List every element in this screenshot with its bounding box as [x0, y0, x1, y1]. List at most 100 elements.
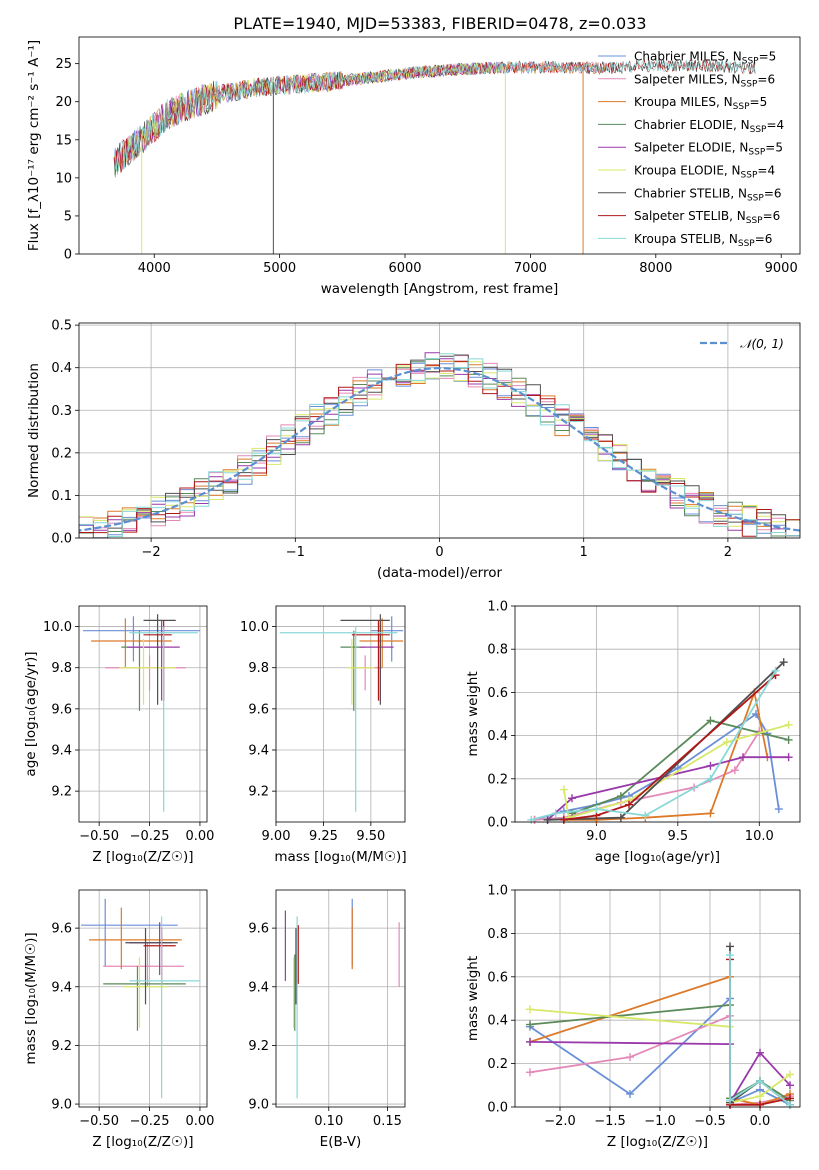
weight-point-marker	[626, 1089, 634, 1098]
weight-point-marker	[739, 753, 747, 762]
spectrum-line	[113, 59, 756, 172]
x-tick-label: −2	[142, 545, 161, 560]
y-tick-label: 10	[55, 171, 72, 186]
x-axis-label: age [log₁₀(age/yr)]	[595, 849, 720, 865]
weight-point-marker	[786, 1070, 794, 1079]
histogram-step	[79, 353, 800, 538]
y-axis-label: mass weight	[465, 671, 481, 756]
weight-point-marker	[526, 1005, 534, 1014]
y-tick-label: 0.4	[487, 1014, 508, 1029]
axes-frame	[514, 889, 801, 1108]
y-tick-label: 9.8	[248, 661, 269, 676]
weight-point-marker	[756, 1048, 764, 1057]
weight-point-marker	[564, 813, 573, 822]
y-tick-label: 0.6	[487, 686, 508, 701]
y-tick-label: 20	[55, 95, 72, 110]
weight-point-marker	[706, 761, 715, 770]
y-tick-label: 0.3	[51, 404, 72, 419]
y-tick-label: 0.8	[487, 643, 508, 658]
weight-point-marker	[722, 738, 731, 747]
x-tick-label: 10.0	[745, 829, 774, 844]
y-tick-label: 9.0	[248, 1098, 269, 1113]
x-tick-label: 0.00	[185, 1114, 214, 1129]
y-tick-label: 9.2	[51, 785, 72, 800]
x-tick-label: 9.5	[668, 829, 689, 844]
axes-frame	[514, 605, 801, 823]
x-tick-label: 8000	[639, 261, 672, 276]
weight-series-line	[563, 674, 777, 821]
weight-point-marker	[730, 766, 739, 775]
weight-point-marker	[641, 811, 650, 820]
x-axis-label: mass [log₁₀(M/M☉)]	[274, 849, 406, 865]
weight-point-marker	[756, 1092, 764, 1101]
weight-point-marker	[706, 774, 715, 783]
x-tick-label: 9.0	[586, 829, 607, 844]
y-axis-label: age [log₁₀(age/yr)]	[23, 651, 39, 776]
weight-point-marker	[726, 942, 734, 951]
x-tick-label: 0.0	[750, 1114, 771, 1129]
x-axis-label: Z [log₁₀(Z/Z☉)]	[92, 849, 193, 865]
x-tick-label: 0.15	[373, 1114, 402, 1129]
panel-age-vs-mass: 9.00 9.25 9.50 9.2 9.4 9.6 9.8 10.0 mass [log₁₀(…	[240, 605, 407, 865]
y-tick-label: 9.4	[248, 980, 269, 995]
x-tick-label: 0.10	[314, 1114, 343, 1129]
legend-entry: Salpeter MILES, NSSP=6	[634, 72, 775, 89]
weight-point-marker	[625, 800, 633, 809]
y-tick-label: 9.6	[248, 922, 269, 937]
y-axis-label: Normed distribution	[26, 363, 42, 498]
y-axis-label: mass [log₁₀(M/M☉)]	[23, 932, 39, 1064]
axes-frame	[78, 889, 208, 1108]
y-tick-label: 9.6	[248, 702, 269, 717]
weight-point-marker	[779, 658, 788, 667]
legend-entry: Kroupa MILES, NSSP=5	[634, 95, 767, 112]
weight-series-line	[571, 719, 789, 815]
y-tick-label: 9.4	[51, 744, 72, 759]
axes-frame	[78, 605, 208, 823]
x-tick-label: −0.50	[79, 829, 119, 844]
weight-point-marker	[543, 815, 552, 824]
x-tick-label: 9.00	[262, 829, 291, 844]
x-tick-label: 4000	[138, 261, 171, 276]
y-tick-label: 0.8	[487, 927, 508, 942]
x-axis-label: Z [log₁₀(Z/Z☉)]	[92, 1134, 193, 1150]
y-tick-label: 0	[64, 248, 72, 263]
legend-entry: 𝒩(0, 1)	[740, 337, 784, 351]
weight-point-marker	[756, 1076, 764, 1085]
weight-point-marker	[568, 794, 576, 803]
x-tick-label: 9000	[765, 261, 798, 276]
weight-point-marker	[527, 815, 536, 824]
weight-point-marker	[559, 815, 568, 824]
weight-point-marker	[559, 785, 568, 794]
y-tick-label: 0.2	[487, 1057, 508, 1072]
y-tick-label: 9.2	[51, 1039, 72, 1054]
legend-entry: Kroupa STELIB, NSSP=6	[634, 232, 772, 249]
x-axis-label: (data-model)/error	[377, 565, 503, 581]
panel-mass-vs-ebv: 0.10 0.15 9.0 9.2 9.4 9.6 E(B-V)	[248, 889, 406, 1150]
y-tick-label: 9.6	[51, 702, 72, 717]
panel-age-vs-z: −0.50 −0.25 0.00 9.2 9.4 9.6 9.8 10.0 Z [log₁₀(Z…	[23, 605, 214, 865]
y-tick-label: 1.0	[487, 884, 508, 899]
weight-point-marker	[786, 1100, 794, 1109]
weight-point-marker	[726, 1096, 734, 1105]
panel-mass-vs-z: −0.50 −0.25 0.00 9.0 9.2 9.4 9.6 Z [log₁₀(Z/Z☉)…	[23, 889, 214, 1150]
y-tick-label: 5	[64, 209, 72, 224]
legend-entry: Chabrier STELIB, NSSP=6	[634, 186, 782, 203]
y-tick-label: 0.5	[51, 319, 72, 334]
y-axis-label: mass weight	[465, 956, 481, 1041]
weight-point-marker	[756, 1100, 764, 1109]
panel-residuals: −2 −1 0 1 2 0.0 0.1 0.2 0.3 0.4 0.5 (data-model)/er…	[26, 319, 801, 581]
weight-point-marker	[616, 813, 625, 822]
x-tick-label: −0.50	[79, 1114, 119, 1129]
y-tick-label: 10.0	[43, 620, 72, 635]
weight-series-line	[531, 670, 777, 821]
y-tick-label: 9.8	[51, 661, 72, 676]
x-tick-label: −1.5	[594, 1114, 626, 1129]
weight-point-marker	[786, 1081, 794, 1090]
y-axis-label: Flux [f_λ10⁻¹⁷ erg cm⁻² s⁻¹ A⁻¹]	[26, 40, 42, 251]
y-tick-label: 9.2	[248, 1039, 269, 1054]
x-tick-label: 0.00	[185, 829, 214, 844]
x-tick-label: −0.5	[694, 1114, 726, 1129]
y-tick-label: 10.0	[240, 620, 269, 635]
legend-entry: Chabrier MILES, NSSP=5	[634, 50, 776, 67]
